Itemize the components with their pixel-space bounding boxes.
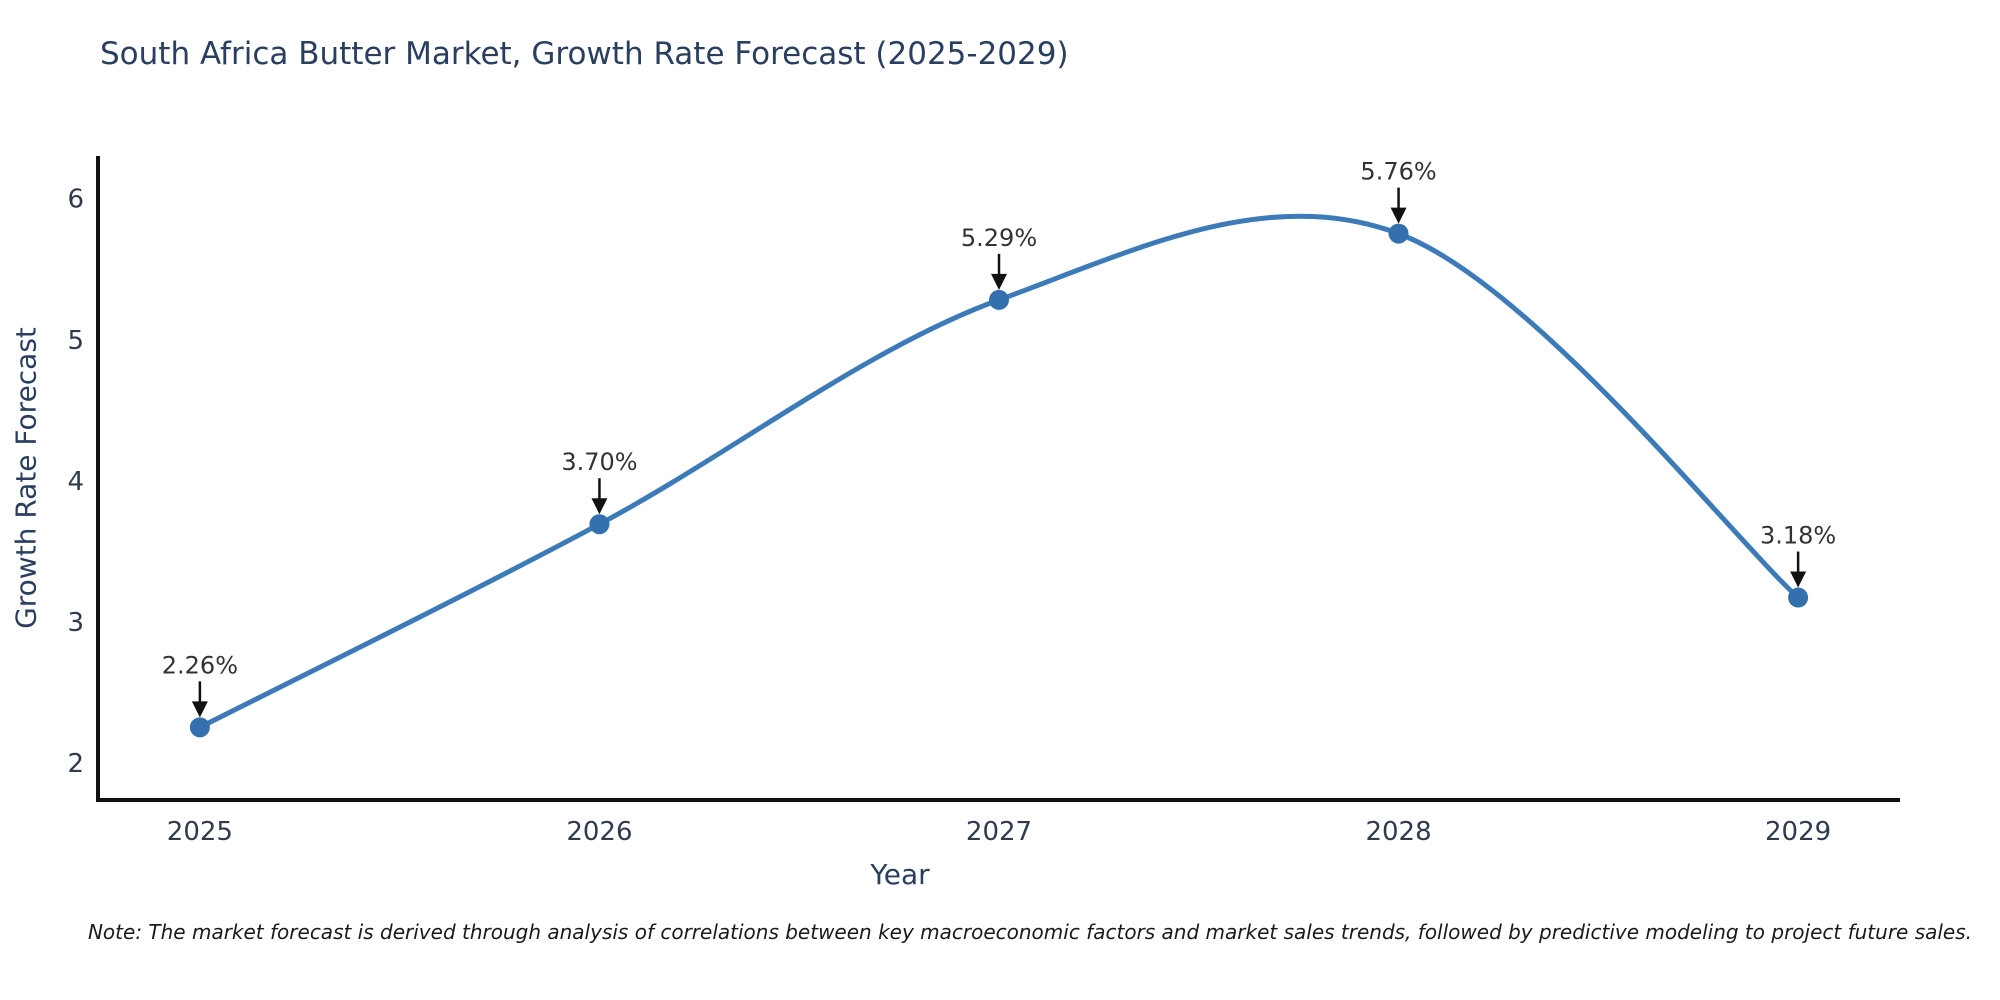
y-tick-label-5: 5 [67,326,84,356]
annotation-arrowhead-2028 [1390,207,1407,224]
y-tick-label-4: 4 [67,467,84,497]
annotation-label-2026: 3.70% [561,448,637,476]
x-tick-label-2025: 2025 [167,817,233,847]
data-point-marker-2026 [589,514,610,535]
y-tick-label-6: 6 [67,185,84,215]
x-tick-label-2028: 2028 [1365,817,1431,847]
annotation-label-2029: 3.18% [1760,522,1836,550]
data-point-marker-2027 [989,289,1009,310]
annotation-label-2028: 5.76% [1360,158,1436,186]
x-axis-title: Year [870,858,930,891]
data-point-marker-2025 [189,717,210,738]
annotation-label-2025: 2.26% [162,651,238,679]
x-tick-label-2029: 2029 [1765,817,1831,847]
footnote: Note: The market forecast is derived thr… [87,920,1973,944]
annotation-arrowhead-2029 [1790,571,1807,588]
x-tick-label-2026: 2026 [566,817,632,847]
chart-title: South Africa Butter Market, Growth Rate … [100,36,1069,72]
data-point-marker-2029 [1788,587,1809,608]
data-point-marker-2028 [1388,223,1409,244]
y-tick-label-3: 3 [67,608,84,638]
annotation-arrowhead-2025 [191,701,208,718]
annotation-label-2027: 5.29% [961,224,1037,252]
annotation-arrowhead-2027 [991,273,1007,290]
annotation-arrowhead-2026 [591,498,608,515]
x-tick-label-2027: 2027 [966,817,1032,847]
y-tick-label-2: 2 [67,749,84,779]
